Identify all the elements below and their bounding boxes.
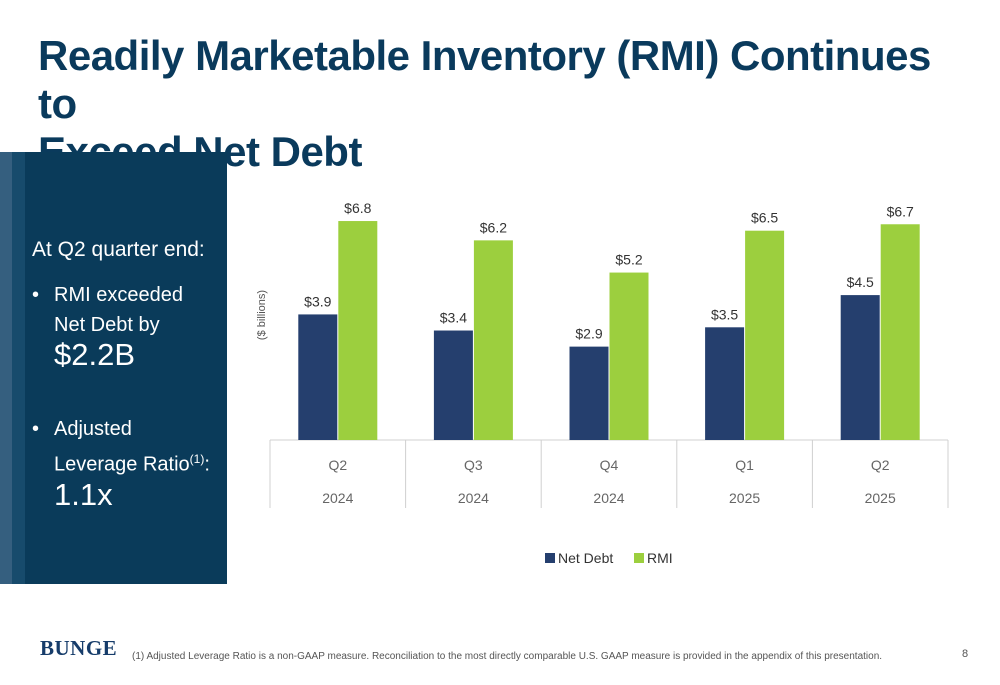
bullet-rmi-value: $2.2B (54, 337, 136, 372)
x-tick-quarter: Q2 (328, 457, 347, 473)
x-tick-quarter: Q2 (871, 457, 890, 473)
data-label: $6.7 (887, 203, 914, 219)
summary-panel: At Q2 quarter end: • RMI exceeded Net De… (0, 152, 227, 584)
bullet-leverage-value: 1.1x (54, 476, 113, 512)
x-tick-year: 2024 (322, 490, 353, 506)
legend-label: Net Debt (558, 550, 613, 566)
data-label: $6.5 (751, 210, 778, 226)
bar-net-debt (298, 314, 338, 440)
panel-heading: At Q2 quarter end: (32, 238, 205, 261)
bar-rmi (609, 272, 649, 440)
data-label: $6.8 (344, 200, 371, 216)
x-tick-year: 2024 (458, 490, 489, 506)
bullet-rmi-content: RMI exceeded Net Debt by $2.2B (54, 280, 219, 374)
data-label: $6.2 (480, 219, 507, 235)
x-tick-quarter: Q1 (735, 457, 754, 473)
page-number: 8 (962, 648, 969, 660)
bullet-icon: • (32, 284, 40, 306)
bullet-leverage-colon: : (204, 453, 210, 476)
title-line-1: Readily Marketable Inventory (RMI) Conti… (38, 32, 931, 127)
bar-rmi (338, 221, 378, 440)
bar-chart: ($ billions) $3.9 $6.8 Q2 2024 $3.4 $6.2 Q3 2024… (256, 200, 949, 566)
footnote: (1) Adjusted Leverage Ratio is a non-GAA… (132, 651, 883, 662)
data-label: $3.9 (304, 293, 331, 309)
data-label: $2.9 (575, 326, 602, 342)
data-label: $3.5 (711, 306, 738, 322)
bullet-leverage-footnote-ref: (1) (189, 452, 205, 466)
bar-rmi (473, 240, 513, 440)
x-tick-year: 2025 (865, 490, 896, 506)
legend-label: RMI (647, 550, 673, 566)
bar-net-debt (569, 346, 609, 440)
y-axis-label: ($ billions) (256, 290, 268, 340)
bullet-leverage-text: Adjusted Leverage Ratio (54, 418, 190, 476)
x-tick-year: 2024 (593, 490, 624, 506)
bar-net-debt (705, 327, 745, 440)
bar-rmi (745, 230, 785, 440)
legend-swatch (545, 553, 555, 563)
bullet-icon: • (32, 418, 40, 440)
x-tick-quarter: Q4 (600, 457, 619, 473)
bullet-leverage: • Adjusted Leverage Ratio(1): 1.1x (32, 414, 219, 514)
data-label: $3.4 (440, 310, 467, 326)
data-label: $4.5 (847, 274, 874, 290)
panel-text: At Q2 quarter end: • RMI exceeded Net De… (32, 238, 219, 554)
bunge-logo: BUNGE (40, 636, 118, 660)
page-title: Readily Marketable Inventory (RMI) Conti… (38, 32, 938, 176)
panel-accent-strip (0, 152, 12, 584)
legend-swatch (634, 553, 644, 563)
data-label: $5.2 (615, 252, 642, 268)
x-tick-year: 2025 (729, 490, 760, 506)
bullet-rmi: • RMI exceeded Net Debt by $2.2B (32, 280, 219, 374)
bullet-leverage-content: Adjusted Leverage Ratio(1): 1.1x (54, 414, 219, 514)
bar-net-debt (433, 330, 473, 440)
panel-accent-strip-inner (12, 152, 25, 584)
bar-net-debt (840, 295, 880, 440)
bar-rmi (880, 224, 920, 440)
bullet-rmi-text: RMI exceeded Net Debt by (54, 284, 183, 336)
x-tick-quarter: Q3 (464, 457, 483, 473)
